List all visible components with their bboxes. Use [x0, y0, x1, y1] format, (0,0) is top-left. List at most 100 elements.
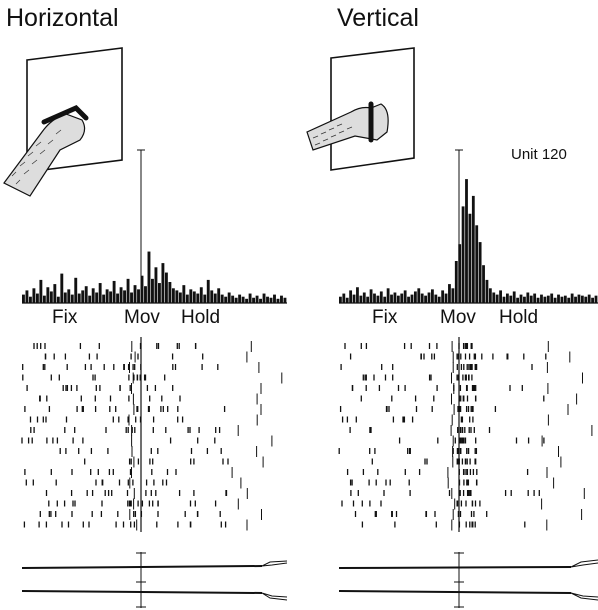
panel-horizontal: Horizontal: [3, 4, 288, 608]
histogram-bar: [46, 287, 50, 303]
histogram-bar: [88, 295, 92, 303]
histogram-bar: [584, 296, 588, 303]
histogram-bar: [465, 179, 468, 303]
panel-title: Horizontal: [6, 4, 119, 32]
histogram-bar: [259, 298, 262, 303]
histogram-bar: [546, 295, 550, 303]
histogram-bar: [488, 288, 492, 303]
histogram-bar: [126, 278, 130, 303]
histogram-bar: [210, 290, 214, 303]
histogram-bar: [403, 290, 407, 303]
histogram-bar: [516, 297, 520, 303]
histogram-bar: [580, 295, 584, 303]
histogram-bar: [386, 288, 390, 303]
histogram-bar: [424, 295, 428, 303]
trace-lower: [338, 590, 572, 594]
histogram-bar: [70, 294, 74, 303]
histogram-bar: [105, 289, 109, 303]
histogram-bar: [255, 295, 259, 303]
histogram-bar: [269, 297, 273, 303]
histogram-bar: [196, 293, 200, 303]
histogram-bar: [185, 294, 189, 303]
histogram-bar: [231, 295, 235, 303]
histogram-bar: [560, 296, 564, 303]
histogram-bar: [352, 294, 356, 303]
histogram-bar: [102, 294, 106, 303]
histogram-bar: [123, 290, 127, 303]
histogram-bar: [245, 298, 249, 303]
histogram-bar: [140, 275, 144, 303]
histogram-bar: [448, 284, 451, 303]
histogram-bar: [499, 290, 502, 303]
histogram-bar: [77, 293, 81, 303]
histogram-bar: [396, 295, 400, 303]
histogram-bar: [431, 289, 434, 303]
histogram-bar: [345, 297, 349, 303]
histogram-bar: [468, 213, 472, 303]
trace-upper: [21, 565, 263, 569]
panel-graphics: [306, 47, 598, 608]
histogram-bar: [144, 286, 147, 303]
histogram-bar: [400, 293, 404, 303]
histogram-bar: [461, 206, 465, 303]
histogram-bar: [444, 293, 448, 303]
panel-title: Vertical: [337, 4, 419, 32]
histogram-bar: [35, 293, 39, 303]
histogram-bar: [577, 294, 581, 303]
histogram-bar: [366, 296, 370, 303]
histogram-bar: [509, 295, 513, 303]
histogram-bar: [454, 261, 458, 303]
histogram-bar: [376, 295, 380, 303]
histogram-bar: [151, 278, 154, 303]
histogram-bar: [567, 297, 571, 303]
epoch-label-mov: Mov: [124, 307, 160, 328]
histogram-bar: [63, 292, 67, 303]
histogram-bar: [393, 292, 397, 303]
histogram-bar: [130, 292, 133, 303]
histogram-bar: [356, 287, 359, 303]
raster-plot: [21, 337, 283, 532]
histogram-bar: [175, 290, 179, 303]
trace-upper-end: [570, 559, 598, 568]
histogram-bar: [116, 293, 120, 303]
histogram-bar: [60, 273, 64, 303]
histogram-bar: [458, 244, 462, 303]
histogram-bar: [543, 296, 547, 303]
histogram-bar: [164, 272, 168, 303]
histogram-bar: [189, 289, 193, 303]
histogram-bar: [262, 293, 266, 303]
histogram-bar: [383, 296, 387, 303]
histogram-bar: [451, 288, 455, 303]
histogram-bar: [359, 295, 363, 303]
epoch-label-hold: Hold: [181, 307, 221, 328]
histogram-bar: [540, 294, 543, 303]
histogram-bar: [203, 294, 207, 303]
histogram-bar: [178, 292, 182, 303]
raster-plot: [338, 337, 593, 532]
histogram-bar: [437, 296, 441, 303]
histogram-bar: [478, 242, 482, 303]
histogram-bar: [42, 295, 46, 303]
histogram-bar: [413, 291, 417, 303]
histogram-bar: [591, 297, 594, 303]
histogram-bar: [570, 293, 574, 303]
histogram-bar: [505, 293, 509, 303]
histogram-bar: [109, 291, 113, 303]
histogram-bar: [227, 292, 231, 303]
histogram-bar: [362, 292, 366, 303]
histogram-bar: [587, 294, 591, 303]
trace-lower-end: [261, 592, 288, 601]
histogram-bar: [485, 279, 489, 303]
histogram-bar: [349, 290, 353, 303]
histogram-bar: [550, 293, 554, 303]
histogram-bar: [91, 288, 95, 303]
histogram-bar: [49, 291, 53, 303]
histogram-bar: [220, 294, 224, 303]
histogram-bar: [407, 296, 410, 303]
histogram-bar: [266, 296, 269, 303]
histogram-bar: [22, 294, 25, 303]
histogram-bar: [53, 284, 57, 303]
histogram-bar: [471, 195, 475, 303]
histogram-bar: [475, 225, 479, 303]
histogram-bar: [133, 285, 137, 303]
